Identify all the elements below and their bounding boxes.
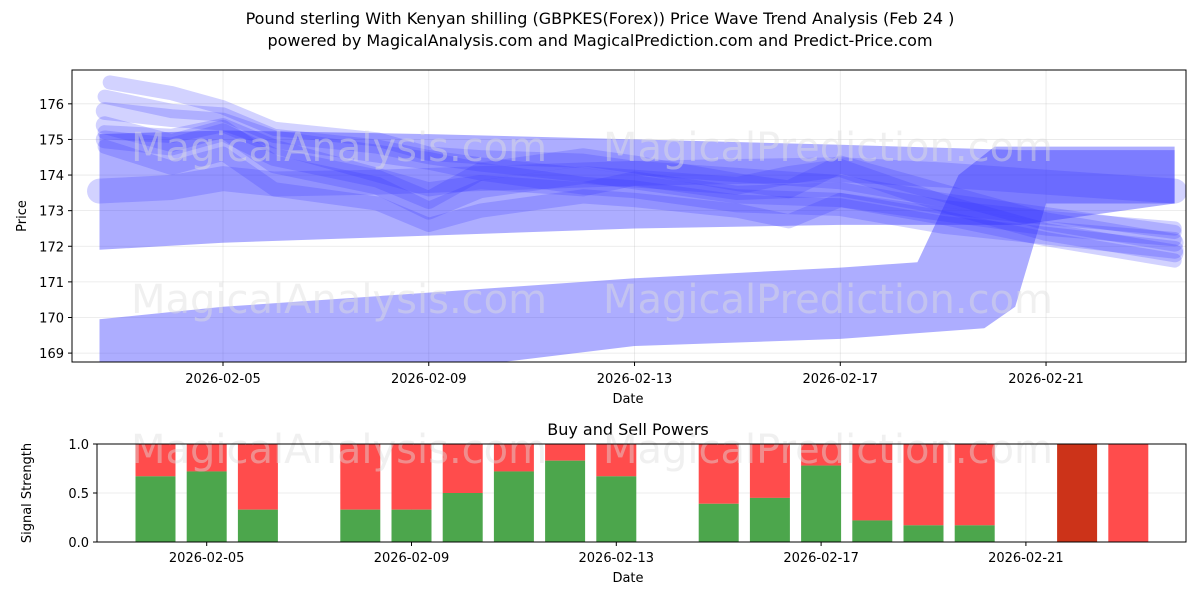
buy-power-bar — [801, 465, 842, 542]
sell-power-bar — [135, 444, 176, 477]
buy-power-bar — [596, 476, 637, 542]
price-band — [99, 130, 1175, 250]
chart-subtitle: powered by MagicalAnalysis.com and Magic… — [267, 31, 933, 50]
wave-line — [87, 157, 1186, 204]
y-tick-label: 174 — [39, 169, 64, 184]
sell-power-bar — [186, 444, 227, 472]
wave-line — [97, 118, 1182, 236]
x-tick-label: 2026-02-05 — [185, 372, 261, 387]
wave-line — [95, 123, 1184, 252]
wave-line — [102, 75, 1182, 240]
buy-power-bar — [698, 503, 739, 542]
x-tick-label: 2026-02-13 — [579, 551, 655, 566]
wave-line — [97, 139, 1182, 268]
y-tick-label: 0.0 — [68, 536, 89, 551]
watermark-prediction-lower: MagicalPrediction.com — [603, 277, 1053, 323]
y-tick-label: 173 — [39, 205, 64, 220]
y-tick-label: 172 — [39, 240, 64, 255]
buy-power-bar — [749, 497, 790, 542]
y-tick-label: 1.0 — [68, 438, 89, 453]
watermark-analysis-lower: MagicalAnalysis.com — [131, 277, 547, 323]
buy-power-bar — [852, 520, 893, 542]
watermark-prediction-signal: MagicalPrediction.com — [603, 427, 1053, 473]
sell-power-bar — [391, 444, 432, 510]
y-tick-label: 0.5 — [68, 487, 89, 502]
buy-power-bar — [954, 525, 995, 542]
sell-power-bar — [1108, 444, 1149, 542]
sell-power-bar — [903, 444, 944, 526]
x-tick-label: 2026-02-05 — [169, 551, 245, 566]
price-y-axis-label: Price — [15, 200, 30, 232]
price-bands — [99, 130, 1175, 362]
sell-power-bar — [442, 444, 483, 493]
sell-power-bar — [749, 444, 790, 498]
sell-power-bar — [801, 444, 842, 466]
y-tick-label: 176 — [39, 98, 64, 113]
sell-power-bar — [545, 444, 586, 461]
price-x-axis-label: Date — [612, 392, 643, 407]
signal-axis-ticks: 2026-02-05 2026-02-09 2026-02-13 2026-02-17… — [68, 438, 1063, 566]
x-tick-label: 2026-02-13 — [597, 372, 673, 387]
x-tick-label: 2026-02-17 — [802, 372, 878, 387]
buy-power-bar — [186, 471, 227, 542]
wave-line — [95, 116, 1184, 263]
y-tick-label: 175 — [39, 133, 64, 148]
x-tick-label: 2026-02-09 — [391, 372, 467, 387]
buy-power-bar — [545, 460, 586, 542]
y-tick-label: 171 — [39, 276, 64, 291]
buy-power-bar — [237, 509, 278, 542]
y-tick-label: 169 — [39, 347, 64, 362]
buy-power-bar — [135, 476, 176, 542]
signal-bars — [135, 444, 1149, 542]
signal-watermarks: MagicalAnalysis.com MagicalPrediction.co… — [131, 427, 1053, 473]
buy-power-bar — [442, 493, 483, 542]
x-tick-label: 2026-02-21 — [1008, 372, 1084, 387]
top-watermarks: MagicalAnalysis.com MagicalPrediction.co… — [131, 125, 1053, 323]
x-tick-label: 2026-02-09 — [374, 551, 450, 566]
chart-title: Pound sterling With Kenyan shilling (GBP… — [245, 9, 955, 28]
price-plot-frame — [71, 69, 1187, 363]
buy-power-bar — [493, 471, 534, 542]
sell-power-bar — [698, 444, 739, 504]
sell-power-bar — [852, 444, 893, 521]
x-tick-label: 2026-02-21 — [988, 551, 1064, 566]
watermark-prediction-upper: MagicalPrediction.com — [603, 125, 1053, 171]
sell-power-bar — [340, 444, 381, 510]
price-axis-ticks: 2026-02-05 2026-02-09 2026-02-13 2026-02-17… — [39, 98, 1084, 387]
signal-chart-title: Buy and Sell Powers — [547, 420, 709, 439]
wave-series — [87, 75, 1186, 268]
buy-power-bar — [903, 525, 944, 542]
price-band — [99, 146, 1175, 362]
sell-power-bar — [954, 444, 995, 526]
sell-power-bar — [493, 444, 534, 472]
sell-power-bar — [237, 444, 278, 510]
wave-line — [95, 102, 1184, 259]
watermark-analysis-upper: MagicalAnalysis.com — [131, 125, 547, 171]
y-tick-label: 170 — [39, 311, 64, 326]
x-tick-label: 2026-02-17 — [783, 551, 859, 566]
wave-line — [97, 89, 1182, 247]
sell-power-bar — [596, 444, 637, 477]
buy-power-bar — [340, 509, 381, 542]
top-gridlines — [72, 70, 1186, 362]
sell-power-bar — [1057, 444, 1098, 542]
signal-x-axis-label: Date — [612, 571, 643, 586]
watermark-analysis-signal: MagicalAnalysis.com — [131, 427, 547, 473]
buy-power-bar — [391, 509, 432, 542]
signal-y-axis-label: Signal Strength — [20, 443, 35, 543]
